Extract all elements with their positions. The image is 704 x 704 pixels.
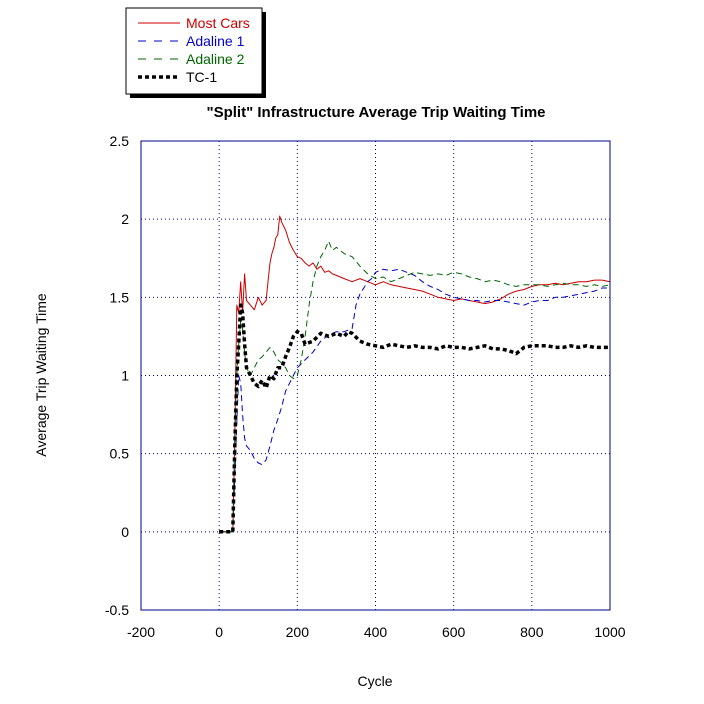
series-line-adaline-1	[219, 268, 610, 533]
plot-area: -200 0 200 400 600 800 1000 -0.5 0 0.5 1 1.5 2 2.5	[105, 133, 626, 640]
y-tick-label: -0.5	[105, 602, 129, 618]
y-tick-label: 1	[121, 368, 129, 384]
legend-box	[125, 7, 263, 95]
y-tick-label: 2.5	[110, 133, 130, 149]
legend-label: Most Cars	[186, 15, 250, 31]
x-tick-label: 400	[364, 624, 388, 640]
x-tick-label: 600	[442, 624, 466, 640]
legend-label: TC-1	[186, 69, 217, 85]
y-tick-label: 0.5	[110, 446, 130, 462]
chart-title: "Split" Infrastructure Average Trip Wait…	[206, 104, 545, 121]
y-tick-label: 0	[121, 524, 129, 540]
series-line-tc-1	[219, 303, 610, 534]
y-axis-label: Average Trip Waiting Time	[33, 293, 49, 457]
y-tick-labels: -0.5 0 0.5 1 1.5 2 2.5	[105, 133, 129, 618]
plot-frame	[140, 140, 611, 611]
series-line-most-cars	[219, 215, 611, 533]
y-tick-label: 1.5	[110, 289, 130, 305]
series-layer	[219, 215, 611, 534]
x-tick-label: 0	[215, 624, 223, 640]
legend: Most Cars Adaline 1 Adaline 2 TC-1	[125, 7, 266, 98]
x-tick-label: -200	[127, 624, 155, 640]
x-tick-labels: -200 0 200 400 600 800 1000	[127, 624, 626, 640]
legend-label: Adaline 2	[186, 51, 245, 67]
x-tick-label: 1000	[594, 624, 625, 640]
grid	[141, 141, 610, 610]
x-axis-label: Cycle	[357, 673, 392, 689]
series-line-adaline-2	[219, 240, 611, 533]
x-tick-label: 200	[286, 624, 310, 640]
x-tick-label: 800	[520, 624, 544, 640]
y-tick-label: 2	[121, 211, 129, 227]
legend-label: Adaline 1	[186, 33, 245, 49]
